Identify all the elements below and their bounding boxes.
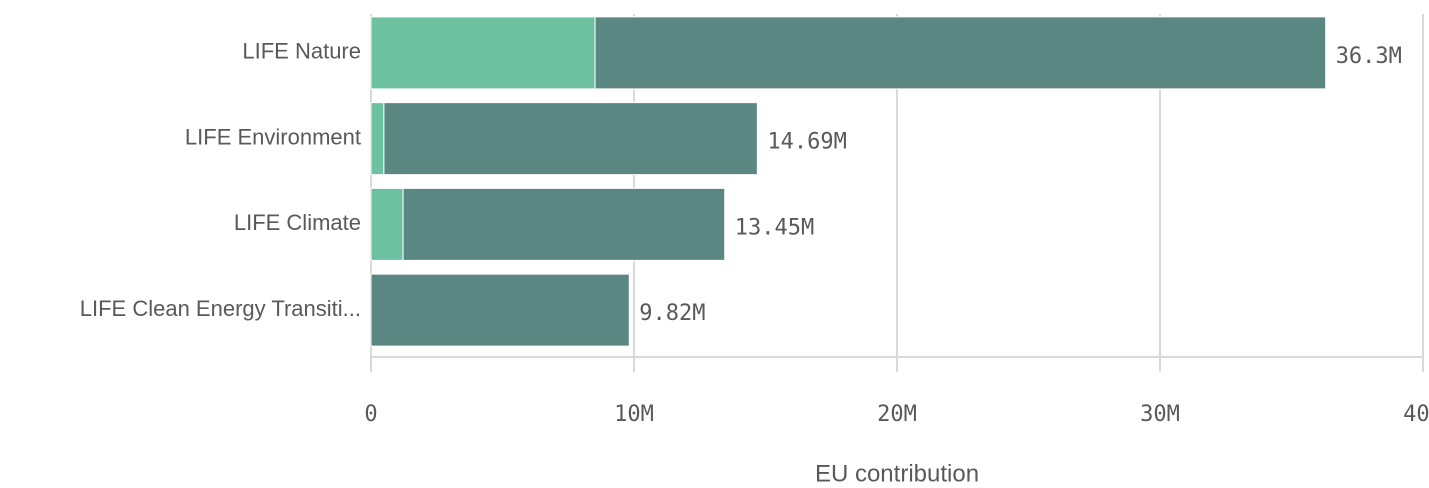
bar-segment: [370, 187, 404, 261]
y-tick-label: LIFE Environment: [185, 124, 361, 149]
total-label: 14.69M: [767, 130, 846, 155]
x-axis-title: EU contribution: [815, 460, 979, 487]
bar-segment: [370, 102, 385, 176]
y-tick-label: LIFE Clean Energy Transiti...: [80, 296, 361, 321]
total-label: 9.82M: [639, 301, 705, 326]
y-tick-label: LIFE Nature: [242, 39, 361, 64]
bar-segment: [370, 16, 596, 90]
x-tick-label: 30M: [1140, 402, 1180, 427]
bar-segment: [370, 273, 630, 347]
total-label: 13.45M: [735, 215, 814, 240]
bar-segment: [402, 187, 726, 261]
y-tick-label: LIFE Climate: [234, 210, 361, 235]
x-tick-label: 10M: [614, 402, 654, 427]
bar-segment: [383, 102, 758, 176]
x-tick-label: 0: [364, 402, 377, 427]
x-tick-label: 20M: [877, 402, 917, 427]
x-tick-label: 40M: [1403, 402, 1429, 427]
bar-segment: [594, 16, 1327, 90]
total-label: 36.3M: [1336, 44, 1402, 69]
